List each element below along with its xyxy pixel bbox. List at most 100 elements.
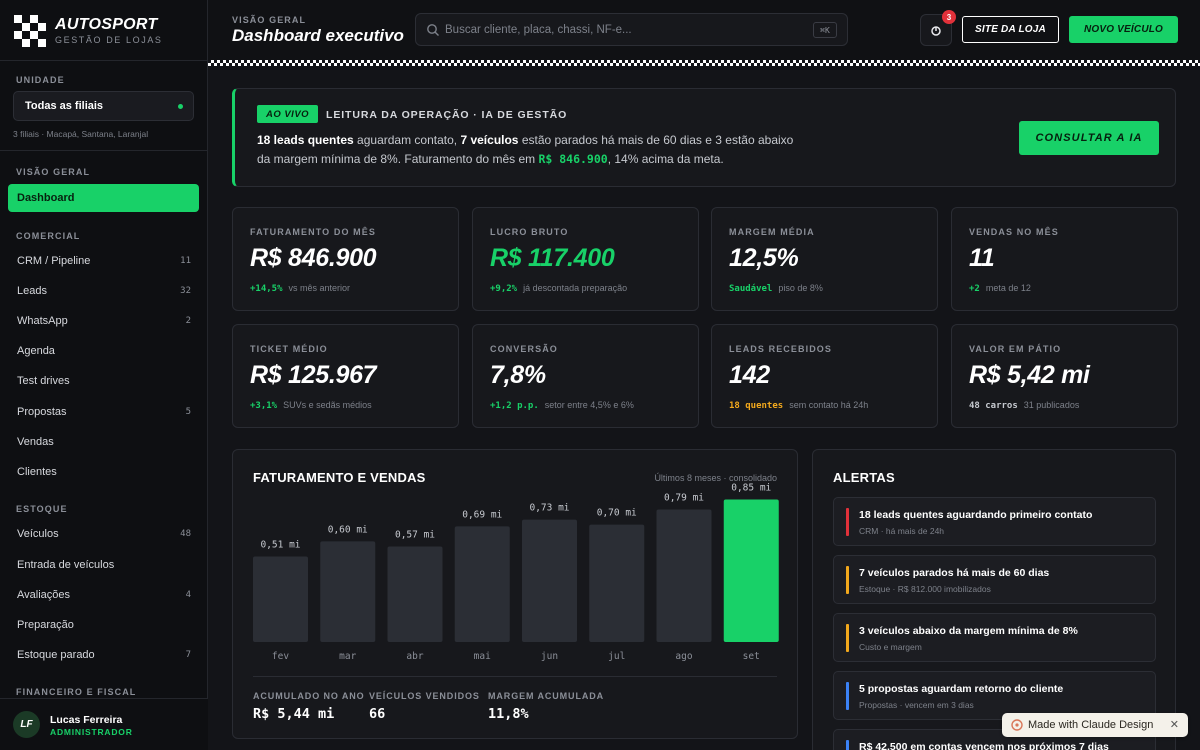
kpi-value: 12,5% <box>729 244 799 272</box>
chart-data-label: 0,73 mi <box>529 503 569 514</box>
made-with-toast[interactable]: Made with Claude Design ✕ <box>1002 713 1188 737</box>
notifications-button[interactable]: 3 <box>920 10 956 46</box>
live-badge: AO VIVO <box>257 105 318 123</box>
nav-item-count: 7 <box>185 650 191 660</box>
chart-x-tick-label: fev <box>272 651 289 662</box>
kpi-value: 11 <box>969 244 995 272</box>
banner-hot-leads: 18 leads quentes <box>257 133 354 147</box>
nav-item-propostas[interactable]: Propostas 5 <box>8 398 199 426</box>
alerts-panel: ALERTAS 18 leads quentes aguardando prim… <box>812 449 1176 750</box>
nav-item-preparacao[interactable]: Preparação <box>8 611 199 639</box>
alert-severity-bar <box>846 682 849 710</box>
chart-data-label: 0,85 mi <box>731 483 771 494</box>
kpi-footnote: +14,5% vs mês anterior <box>250 283 350 294</box>
kpi-card[interactable]: FATURAMENTO DO MÊS R$ 846.900 +14,5% vs mês… <box>232 207 459 311</box>
alert-item[interactable]: 5 propostas aguardam retorno do cliente P… <box>833 671 1156 720</box>
chart-x-tick-label: mai <box>474 651 491 662</box>
nav-item-clientes[interactable]: Clientes <box>8 458 199 486</box>
nav-item-whatsapp[interactable]: WhatsApp 2 <box>8 307 199 335</box>
kpi-label: CONVERSÃO <box>490 344 558 354</box>
kpi-footnote: Saudável piso de 8% <box>729 283 823 294</box>
nav-item-count: 32 <box>180 286 191 296</box>
ask-ai-button[interactable]: CONSULTAR A IA <box>1019 121 1159 155</box>
unit-selector-value: Todas as filiais <box>25 100 104 112</box>
chart-bar-fev[interactable] <box>253 556 308 643</box>
nav-item-test-drives[interactable]: Test drives <box>8 367 199 395</box>
alert-title: 7 veículos parados há mais de 60 dias <box>859 567 1050 579</box>
kpi-card[interactable]: VENDAS NO MÊS 11 +2 meta de 12 <box>951 207 1178 311</box>
kpi-card[interactable]: MARGEM MÉDIA 12,5% Saudável piso de 8% <box>711 207 938 311</box>
store-site-button[interactable]: SITE DA LOJA <box>962 16 1059 43</box>
search-input[interactable]: Buscar cliente, placa, chassi, NF-e... ⌘… <box>415 13 848 46</box>
chart-bar-jun[interactable] <box>522 519 577 642</box>
alerts-panel-title: ALERTAS <box>833 470 895 485</box>
alert-subtitle: CRM · há mais de 24h <box>859 526 945 536</box>
divider <box>0 60 208 61</box>
alert-subtitle: Custo e margem <box>859 642 922 652</box>
nav-item-label: CRM / Pipeline <box>17 255 91 267</box>
new-vehicle-button[interactable]: NOVO VEÍCULO <box>1069 16 1178 43</box>
chart-bar-ago[interactable] <box>656 509 712 642</box>
nav-item-label: Entrada de veículos <box>17 559 115 571</box>
banner-revenue: R$ 846.900 <box>538 152 608 166</box>
status-dot-icon <box>178 104 183 109</box>
nav-section-financeiro: FINANCEIRO E FISCAL <box>16 687 137 697</box>
nav-item-label: Estoque parado <box>17 649 95 661</box>
chart-bar-jul[interactable] <box>589 524 645 642</box>
unit-selector[interactable]: Todas as filiais <box>13 91 194 121</box>
nav-item-count: 11 <box>180 256 191 266</box>
banner-stale-vehicles: 7 veículos <box>460 133 519 147</box>
kpi-label: MARGEM MÉDIA <box>729 227 815 237</box>
nav-item-leads[interactable]: Leads 32 <box>8 277 199 305</box>
kpi-label: LUCRO BRUTO <box>490 227 569 237</box>
user-profile[interactable]: LF Lucas Ferreira ADMINISTRADOR <box>0 698 208 750</box>
nav-item-label: Test drives <box>17 375 70 387</box>
kpi-label: VALOR EM PÁTIO <box>969 344 1062 354</box>
nav-item-crm-pipeline[interactable]: CRM / Pipeline 11 <box>8 247 199 275</box>
stat-value: 66 <box>369 706 386 722</box>
kpi-note: vs mês anterior <box>288 283 351 293</box>
alert-title: 5 propostas aguardam retorno do cliente <box>859 683 1064 695</box>
revenue-panel-note: Últimos 8 meses · consolidado <box>654 473 777 483</box>
close-icon[interactable]: ✕ <box>1169 719 1179 731</box>
chart-bar-mar[interactable] <box>320 541 376 642</box>
nav-item-dashboard[interactable]: Dashboard <box>8 184 199 212</box>
kpi-note: já descontada preparação <box>523 283 628 293</box>
nav-item-veiculos[interactable]: Veículos 48 <box>8 520 199 548</box>
nav-item-entrada-veiculos[interactable]: Entrada de veículos <box>8 551 199 579</box>
banner-text: 18 leads quentes aguardam contato, 7 veí… <box>257 131 797 169</box>
nav-item-label: Avaliações <box>17 589 70 601</box>
chart-bar-set[interactable] <box>723 499 779 643</box>
top-header: VISÃO GERAL Dashboard executivo Buscar c… <box>208 0 1200 60</box>
kpi-card[interactable]: TICKET MÉDIO R$ 125.967 +3,1% SUVs e sedãs … <box>232 324 459 428</box>
nav-item-vendas[interactable]: Vendas <box>8 428 199 456</box>
kpi-delta: +3,1% <box>250 401 278 411</box>
nav-item-agenda[interactable]: Agenda <box>8 337 199 365</box>
kpi-note: meta de 12 <box>985 283 1031 293</box>
kpi-delta: Saudável <box>729 284 773 294</box>
kpi-card[interactable]: LUCRO BRUTO R$ 117.400 +9,2% já descontada … <box>472 207 699 311</box>
alert-item[interactable]: 3 veículos abaixo da margem mínima de 8%… <box>833 613 1156 662</box>
chart-x-tick-label: ago <box>675 651 692 662</box>
nav-item-count: 48 <box>180 529 191 539</box>
chart-bar-abr[interactable] <box>387 546 443 642</box>
alert-item[interactable]: 7 veículos parados há mais de 60 dias Est… <box>833 555 1156 604</box>
brand-tagline: GESTÃO DE LOJAS <box>55 34 163 45</box>
nav-item-avaliacoes[interactable]: Avaliações 4 <box>8 581 199 609</box>
stat-accumulated-margin: MARGEM ACUMULADA 11,8% <box>488 691 604 722</box>
stat-label: ACUMULADO NO ANO <box>253 691 365 701</box>
nav-item-label: Agenda <box>17 345 55 357</box>
nav-item-count: 4 <box>185 590 191 600</box>
kpi-card[interactable]: CONVERSÃO 7,8% +1,2 p.p. setor entre 4,5% e… <box>472 324 699 428</box>
nav-item-estoque-parado[interactable]: Estoque parado 7 <box>8 641 199 669</box>
chart-bar-mai[interactable] <box>454 526 510 642</box>
brand-logo[interactable]: AUTOSPORT GESTÃO DE LOJAS <box>14 14 163 48</box>
kpi-card[interactable]: LEADS RECEBIDOS 142 18 quentes sem contato … <box>711 324 938 428</box>
chart-x-tick-label: jul <box>608 651 625 662</box>
kpi-card[interactable]: VALOR EM PÁTIO R$ 5,42 mi 48 carros 31 publ… <box>951 324 1178 428</box>
brand-name: AUTOSPORT <box>55 15 158 33</box>
notification-badge: 3 <box>942 10 956 24</box>
alert-item[interactable]: 18 leads quentes aguardando primeiro con… <box>833 497 1156 546</box>
search-icon <box>427 24 439 36</box>
